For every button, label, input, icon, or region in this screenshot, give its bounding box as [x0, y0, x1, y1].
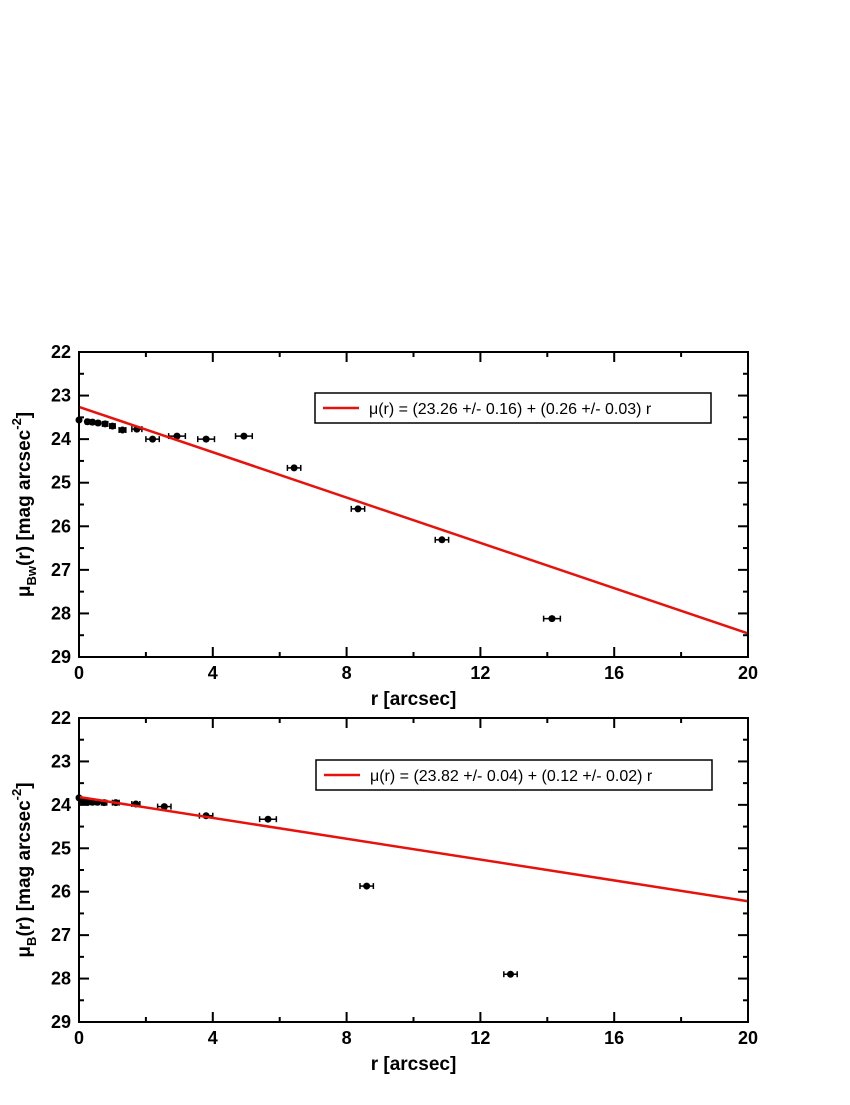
y-label-text: (r) [mag arcsec	[14, 800, 35, 937]
x-tick-label: 12	[470, 1028, 490, 1048]
fit-line	[78, 405, 749, 635]
x-tick-label: 4	[208, 1028, 218, 1048]
x-axis-label: r [arcsec]	[371, 689, 457, 710]
y-label-sub: Bw	[24, 565, 39, 585]
y-tick-label: 23	[51, 386, 71, 406]
y-label-sub: B	[24, 937, 39, 946]
y-tick-label: 26	[51, 882, 71, 902]
point	[202, 435, 210, 443]
point	[548, 615, 556, 623]
legend-label: μ(r) = (23.26 +/- 0.16) + (0.26 +/- 0.03…	[369, 401, 652, 418]
y-tick-label: 27	[51, 925, 71, 945]
point	[290, 464, 298, 472]
x-tick-label: 20	[738, 663, 758, 683]
x-tick-label: 20	[738, 1028, 758, 1048]
point	[94, 419, 102, 427]
panel: 0 4 8 12 16 20 22 23 24 25 26 27 28 29 r [arcsec] μB(r)…	[9, 708, 758, 1075]
point	[507, 970, 515, 978]
point	[101, 420, 109, 428]
point	[149, 435, 157, 443]
point	[438, 536, 446, 544]
y-tick-label: 24	[51, 429, 71, 449]
y-axis-label: μBw(r) [mag arcsec-2]	[9, 412, 39, 597]
y-tick-label: 22	[51, 708, 71, 728]
y-label-sup: -2	[9, 418, 24, 430]
x-tick-label: 8	[342, 663, 352, 683]
point	[240, 432, 248, 440]
point	[118, 426, 126, 434]
y-axis-label: μB(r) [mag arcsec-2]	[9, 782, 39, 957]
y-tick-label: 25	[51, 838, 71, 858]
y-label-end: ]	[14, 412, 35, 418]
x-axis-label: r [arcsec]	[371, 1054, 457, 1075]
x-tick-label: 4	[208, 663, 218, 683]
legend-box	[314, 392, 712, 424]
legend-label: μ(r) = (23.82 +/- 0.04) + (0.12 +/- 0.02…	[370, 768, 653, 785]
y-tick-label: 23	[51, 751, 71, 771]
fit-line	[78, 795, 749, 903]
x-tick-label: 0	[74, 1028, 84, 1048]
x-tick-label: 0	[74, 663, 84, 683]
y-label-end: ]	[14, 782, 35, 788]
y-label-symbol: μ	[14, 586, 35, 598]
y-tick-label: 26	[51, 516, 71, 536]
y-tick-label: 25	[51, 473, 71, 493]
point	[160, 803, 168, 811]
y-tick-label: 28	[51, 603, 71, 623]
point	[363, 882, 371, 890]
y-label-symbol: μ	[14, 946, 35, 958]
y-label-sup: -2	[9, 789, 24, 801]
x-tick-label: 8	[342, 1028, 352, 1048]
point	[264, 815, 272, 823]
y-tick-label: 28	[51, 969, 71, 989]
y-label-text: (r) [mag arcsec	[14, 429, 35, 566]
legend-box	[315, 759, 713, 791]
y-tick-label: 29	[51, 1012, 71, 1032]
point	[108, 422, 116, 430]
x-tick-label: 16	[604, 663, 624, 683]
panel: 0 4 8 12 16 20 22 23 24 25 26 27 28 29 r [arcsec] μBw(r…	[9, 342, 758, 710]
y-tick-label: 29	[51, 647, 71, 667]
y-tick-label: 24	[51, 795, 71, 815]
y-tick-label: 27	[51, 560, 71, 580]
point	[83, 418, 91, 426]
y-tick-label: 22	[51, 342, 71, 362]
point	[173, 432, 181, 440]
x-tick-label: 16	[604, 1028, 624, 1048]
point	[354, 505, 362, 513]
x-tick-label: 12	[470, 663, 490, 683]
point	[88, 418, 96, 426]
